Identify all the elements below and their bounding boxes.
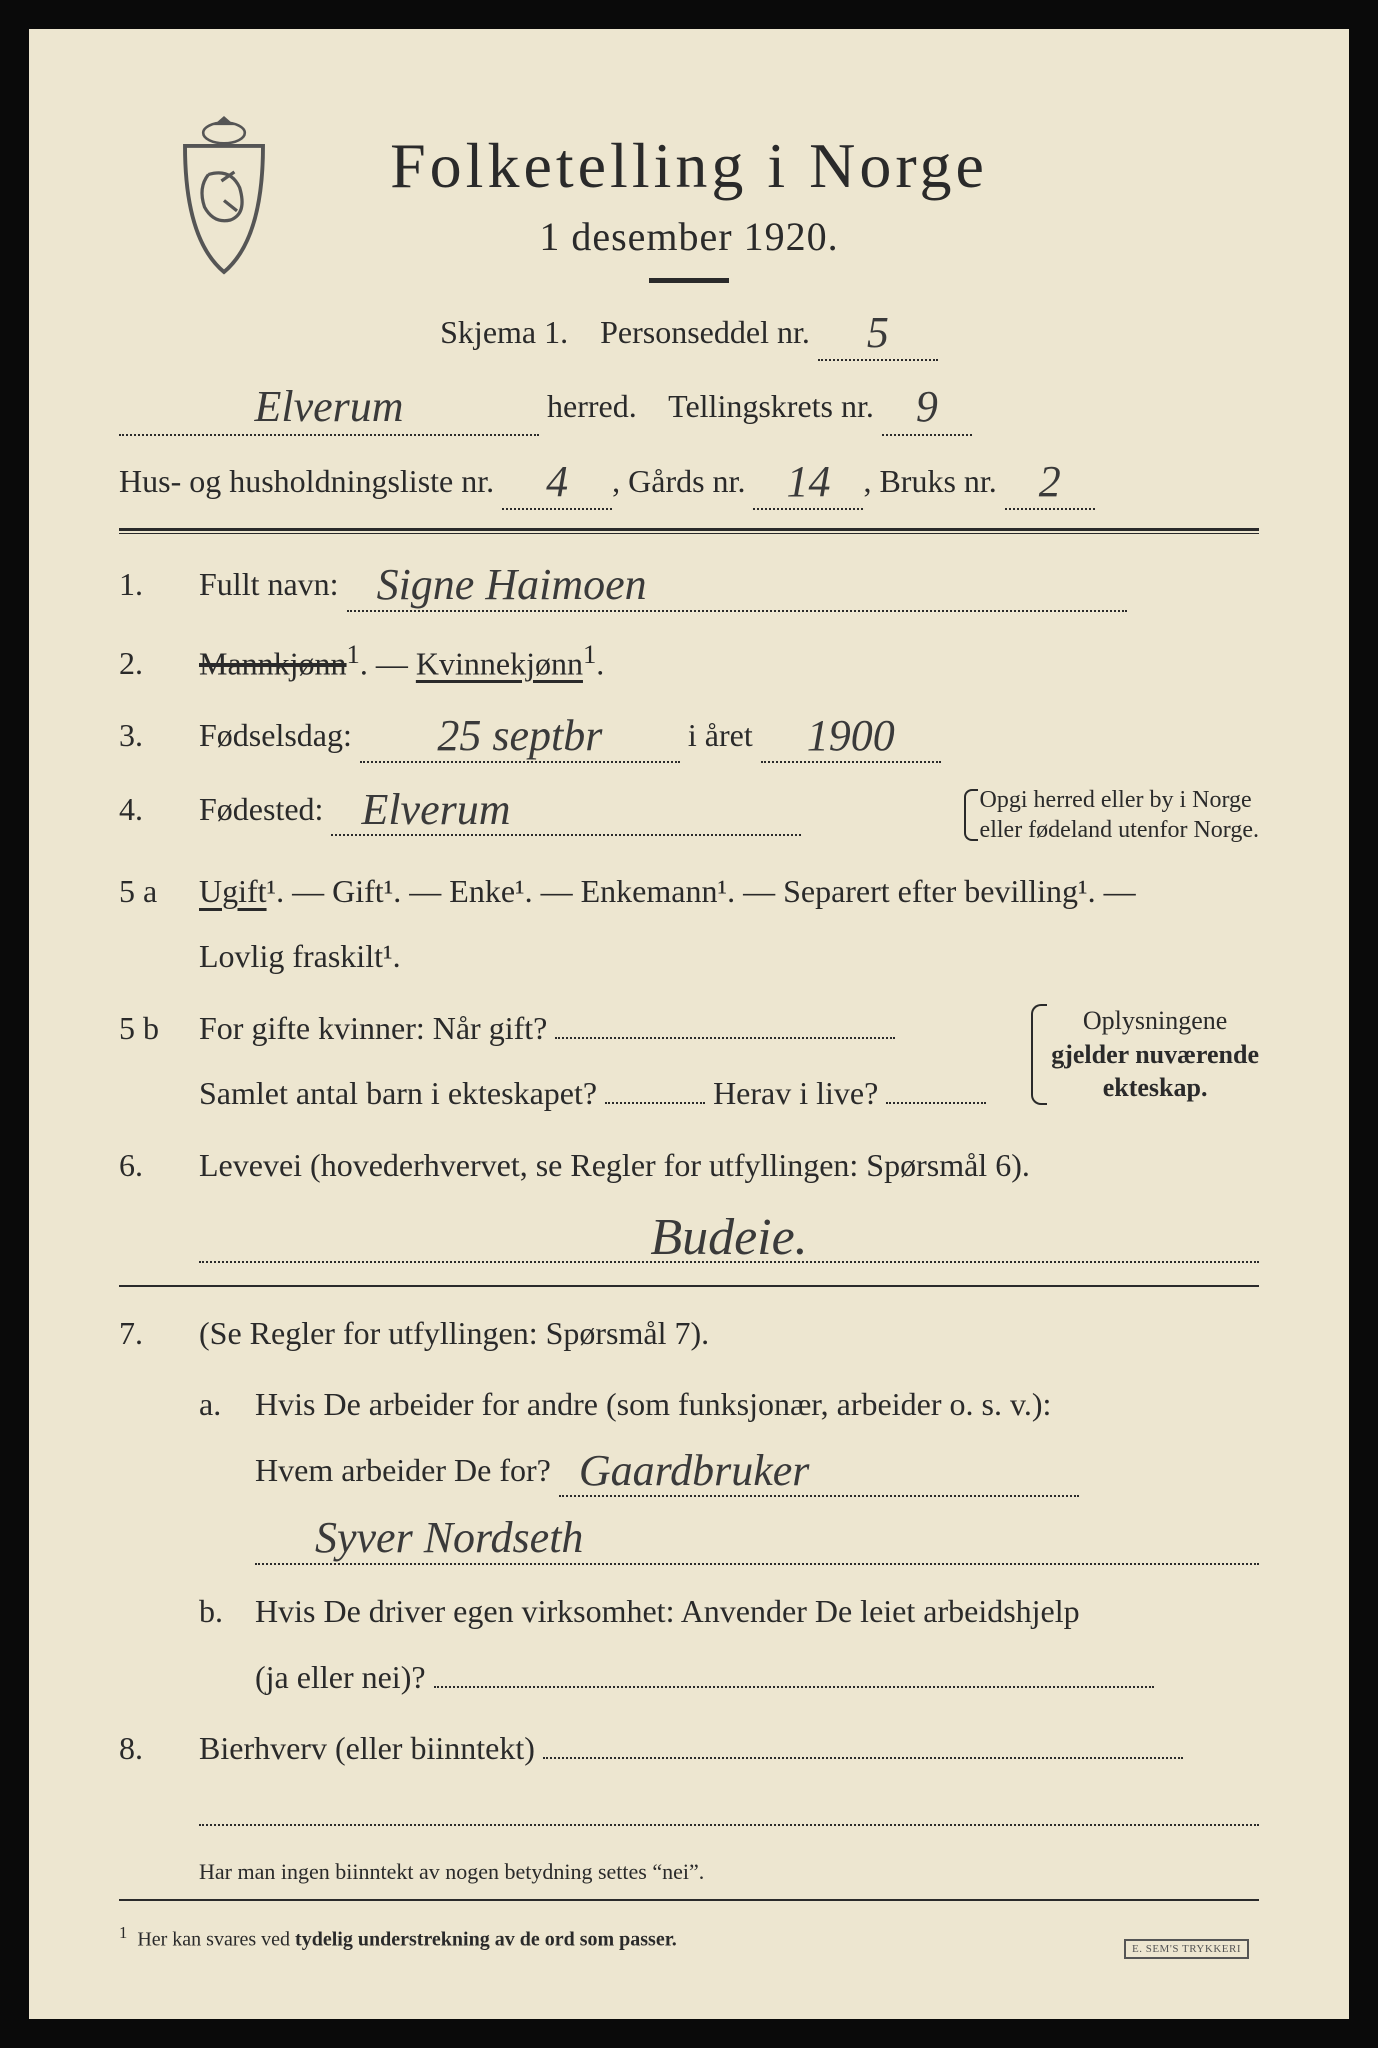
footer-note: Har man ingen biinntekt av nogen betydni… xyxy=(199,1859,1259,1885)
q3-body: Fødselsdag: 25 septbr i året 1900 xyxy=(199,711,1259,763)
q5b-note: Oplysningene gjelder nuværende ekteskap. xyxy=(1051,1004,1259,1105)
q1-label: Fullt navn: xyxy=(199,566,339,602)
q8-num: 8. xyxy=(119,1724,199,1774)
hus-nr: 4 xyxy=(502,454,612,510)
q3-label: Fødselsdag: xyxy=(199,717,352,753)
q5b-barn-blank xyxy=(605,1102,705,1104)
q5b-l2b: Herav i live? xyxy=(713,1075,878,1111)
q8-label: Bierhverv (eller biinntekt) xyxy=(199,1730,535,1766)
q7a-val1: Gaardbruker xyxy=(559,1446,1079,1498)
q3-row: 3. Fødselsdag: 25 septbr i året 1900 xyxy=(119,711,1259,763)
q2-body: Mannkjønn1. — Kvinnekjønn1. xyxy=(199,634,1259,689)
q5a-body: Ugift¹. — Gift¹. — Enke¹. — Enkemann¹. —… xyxy=(199,867,1259,982)
q7-num: 7. xyxy=(119,1309,199,1359)
q4-num: 4. xyxy=(119,785,199,835)
q7b-num: b. xyxy=(199,1587,255,1637)
q3-year-label: i året xyxy=(688,717,753,753)
q2-mann: Mannkjønn xyxy=(199,645,347,681)
footnote-1: 1 Her kan svares ved tydelig understrekn… xyxy=(119,1923,1259,1952)
q1-row: 1. Fullt navn: Signe Haimoen xyxy=(119,560,1259,612)
q3-num: 3. xyxy=(119,711,199,761)
section-divider xyxy=(119,528,1259,534)
tellingskrets-nr: 9 xyxy=(882,379,972,435)
q7-label: (Se Regler for utfyllingen: Spørsmål 7). xyxy=(199,1309,1259,1359)
meta-line-1: Skjema 1. Personseddel nr. 5 xyxy=(119,305,1259,361)
herred-label: herred. xyxy=(547,388,637,424)
gards-nr: 14 xyxy=(753,454,863,510)
q6-divider xyxy=(119,1285,1259,1287)
q6-num: 6. xyxy=(119,1141,199,1191)
q7b-l1: Hvis De driver egen virksomhet: Anvender… xyxy=(255,1587,1259,1637)
q5a-row: 5 a Ugift¹. — Gift¹. — Enke¹. — Enkemann… xyxy=(119,867,1259,982)
q5b-row: 5 b For gifte kvinner: Når gift? Samlet … xyxy=(119,1004,1259,1119)
q8-blank xyxy=(543,1757,1183,1759)
form-title: Folketelling i Norge xyxy=(119,129,1259,203)
q4-value: Elverum xyxy=(331,785,801,837)
q7a-val2-line: Syver Nordseth xyxy=(255,1513,1259,1565)
q2-kvinne: Kvinnekjønn xyxy=(416,645,583,681)
q6-answer: Budeie. xyxy=(199,1213,1259,1263)
q2-row: 2. Mannkjønn1. — Kvinnekjønn1. xyxy=(119,634,1259,689)
q7a-l2: Hvem arbeider De for? xyxy=(255,1452,551,1488)
q7b-blank xyxy=(434,1686,1154,1688)
q5a-opts: Ugift¹. — Gift¹. — Enke¹. — Enkemann¹. —… xyxy=(199,873,1136,909)
skjema-label: Skjema 1. xyxy=(440,314,568,350)
hus-label: Hus- og husholdningsliste nr. xyxy=(119,463,494,499)
q7b-l2: (ja eller nei)? xyxy=(255,1659,426,1695)
q1-num: 1. xyxy=(119,560,199,610)
bruks-label: Bruks nr. xyxy=(879,463,996,499)
tellingskrets-label: Tellingskrets nr. xyxy=(668,388,874,424)
personseddel-label: Personseddel nr. xyxy=(600,314,810,350)
q5b-live-blank xyxy=(886,1102,986,1104)
q7-row: 7. (Se Regler for utfyllingen: Spørsmål … xyxy=(119,1309,1259,1359)
meta-line-3: Hus- og husholdningsliste nr. 4, Gårds n… xyxy=(119,454,1259,510)
q4-note: Opgi herred eller by i Norge eller fødel… xyxy=(980,785,1259,845)
census-form-page: Folketelling i Norge 1 desember 1920. Sk… xyxy=(29,29,1349,2019)
q5b-l2a: Samlet antal barn i ekteskapet? xyxy=(199,1075,597,1111)
q7b-row: b. Hvis De driver egen virksomhet: Anven… xyxy=(199,1587,1259,1702)
q7a-row: a. Hvis De arbeider for andre (som funks… xyxy=(199,1380,1259,1565)
form-date: 1 desember 1920. xyxy=(119,213,1259,260)
q3-day: 25 septbr xyxy=(360,711,680,763)
title-divider xyxy=(649,278,729,283)
herred-value: Elverum xyxy=(119,379,539,435)
q6-row: 6. Levevei (hovederhvervet, se Regler fo… xyxy=(119,1141,1259,1191)
q7b-body: Hvis De driver egen virksomhet: Anvender… xyxy=(255,1587,1259,1702)
personseddel-nr: 5 xyxy=(818,305,938,361)
q7a-l1: Hvis De arbeider for andre (som funksjon… xyxy=(255,1380,1259,1430)
q2-num: 2. xyxy=(119,639,199,689)
q1-value: Signe Haimoen xyxy=(347,560,1127,612)
q8-blank-2 xyxy=(199,1796,1259,1826)
q8-row: 8. Bierhverv (eller biinntekt) xyxy=(119,1724,1259,1774)
q5a-opts2: Lovlig fraskilt¹. xyxy=(199,932,1259,982)
q7a-val2: Syver Nordseth xyxy=(315,1513,583,1562)
coat-of-arms xyxy=(159,109,289,279)
printer-stamp: E. SEM'S TRYKKERI xyxy=(1124,1939,1249,1959)
q1-body: Fullt navn: Signe Haimoen xyxy=(199,560,1259,612)
q5b-gift-blank xyxy=(555,1037,895,1039)
meta-line-2: Elverum herred. Tellingskrets nr. 9 xyxy=(119,379,1259,435)
bruks-nr: 2 xyxy=(1005,454,1095,510)
q7a-num: a. xyxy=(199,1380,255,1430)
q4-row: 4. Fødested: Elverum Opgi herred eller b… xyxy=(119,785,1259,845)
gards-label: Gårds nr. xyxy=(628,463,745,499)
q4-label: Fødested: xyxy=(199,791,323,827)
q5a-num: 5 a xyxy=(119,867,199,917)
q4-body: Fødested: Elverum Opgi herred eller by i… xyxy=(199,785,1259,845)
footer-divider xyxy=(119,1899,1259,1901)
q5b-body: For gifte kvinner: Når gift? Samlet anta… xyxy=(199,1004,1259,1119)
q6-label: Levevei (hovederhvervet, se Regler for u… xyxy=(199,1141,1259,1191)
q8-body: Bierhverv (eller biinntekt) xyxy=(199,1724,1259,1774)
header: Folketelling i Norge 1 desember 1920. xyxy=(119,129,1259,283)
q3-year: 1900 xyxy=(761,711,941,763)
q5b-num: 5 b xyxy=(119,1004,199,1054)
q7a-body: Hvis De arbeider for andre (som funksjon… xyxy=(255,1380,1259,1565)
q5b-l1a: For gifte kvinner: Når gift? xyxy=(199,1010,547,1046)
